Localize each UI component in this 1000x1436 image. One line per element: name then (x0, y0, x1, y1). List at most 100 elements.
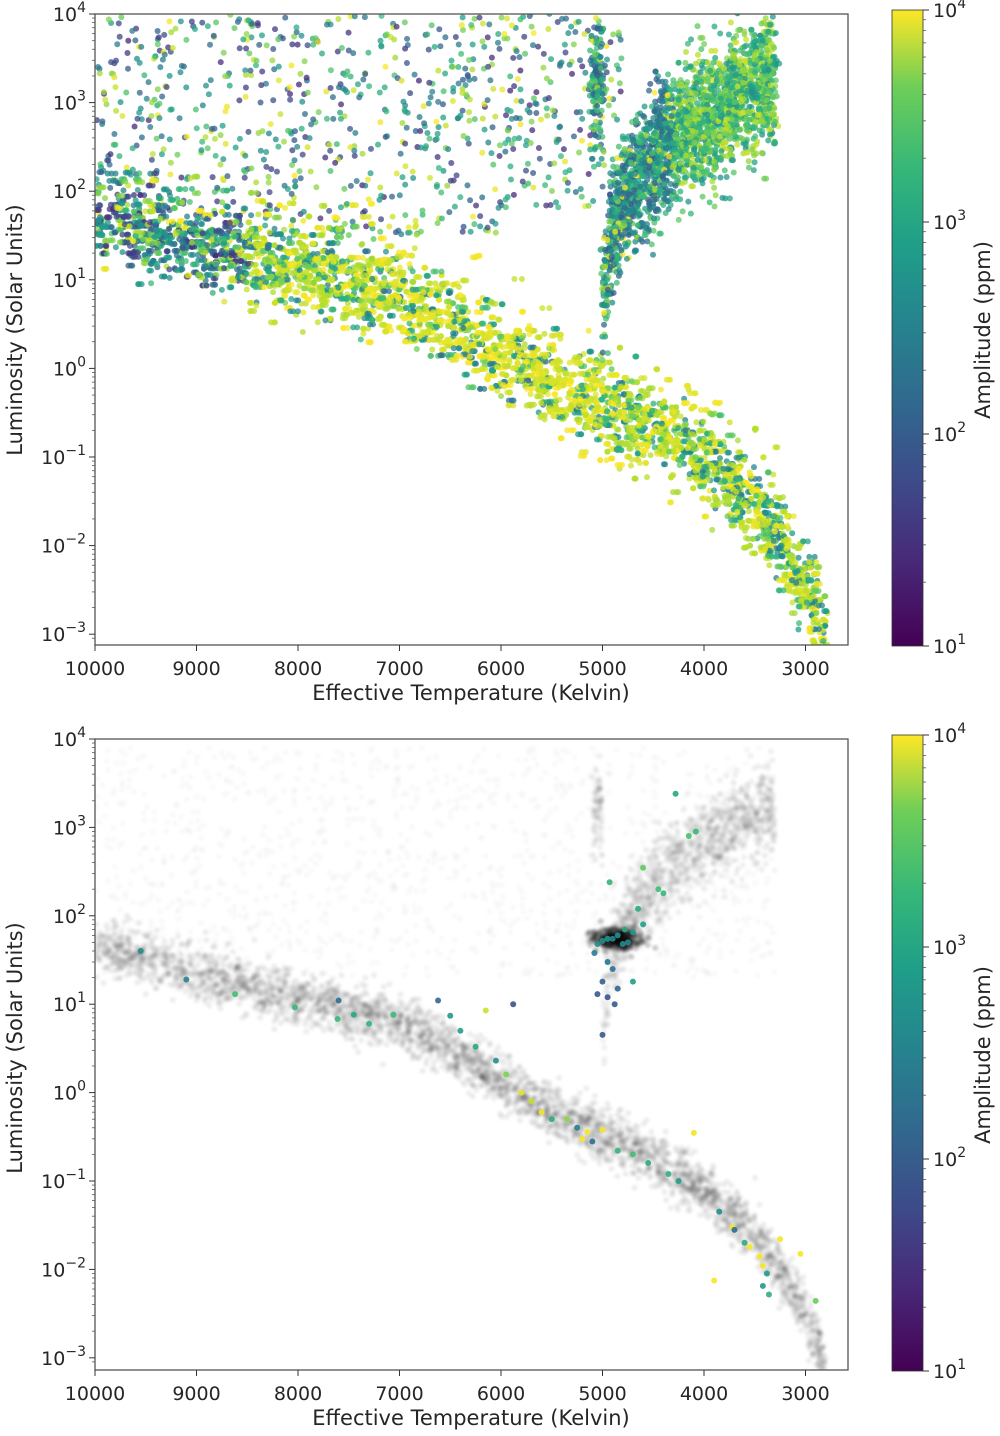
x-tick-label: 5000 (578, 1383, 626, 1405)
highlighted-star (594, 940, 601, 947)
highlighted-star (629, 1151, 636, 1158)
highlighted-star (447, 1012, 454, 1019)
y-tick-label: 10−1 (41, 443, 86, 469)
highlighted-star (548, 1116, 555, 1123)
y-tick-label: 100 (53, 354, 86, 380)
highlighted-star (621, 926, 628, 933)
x-tick-label: 6000 (477, 658, 525, 680)
highlighted-star (685, 832, 692, 839)
highlighted-star (763, 1270, 770, 1277)
highlighted-star (457, 1027, 464, 1034)
top-hr-scatter-plot: 10000 9000 8000 7000 6000 5000 4000 3000 10−310… (3, 0, 995, 705)
highlighted-star (692, 828, 699, 835)
colorbar-label: Amplitude (ppm) (971, 241, 995, 419)
highlighted-star (711, 1277, 718, 1284)
y-tick-label: 104 (53, 0, 86, 26)
highlighted-star (366, 1020, 373, 1027)
highlighted-star (629, 978, 636, 985)
highlighted-star (675, 1178, 682, 1184)
highlighted-star (599, 1031, 606, 1038)
colorbar-label: Amplitude (ppm) (971, 966, 995, 1144)
highlighted-star (672, 790, 679, 797)
x-axis-ticks: 10000 9000 8000 7000 6000 5000 4000 3000 (65, 645, 830, 680)
highlighted-star (599, 937, 606, 944)
highlighted-star (635, 905, 642, 912)
highlighted-star (291, 1004, 298, 1011)
colorbar (891, 9, 924, 647)
highlighted-star (619, 940, 626, 947)
y-axis-label: Luminosity (Solar Units) (3, 922, 27, 1173)
highlighted-star (574, 1124, 581, 1131)
x-axis-label: Effective Temperature (Kelvin) (312, 1406, 629, 1430)
highlighted-star (594, 991, 601, 998)
y-axis-label: Luminosity (Solar Units) (3, 204, 27, 455)
highlighted-star (624, 939, 631, 946)
highlighted-star (579, 1135, 586, 1142)
highlighted-star (614, 1147, 621, 1154)
axes-frame (94, 13, 849, 646)
y-tick-label: 10−2 (41, 532, 86, 558)
highlighted-star (599, 1126, 606, 1133)
colorbar-ticks: 101 102 103 104 (923, 721, 966, 1383)
highlighted-star (589, 1138, 596, 1145)
y-tick-label: 103 (53, 813, 86, 839)
x-tick-label: 8000 (274, 658, 322, 680)
highlighted-star (609, 966, 616, 973)
highlighted-star (812, 1297, 819, 1304)
highlighted-star (137, 947, 144, 954)
highlighted-star (655, 886, 662, 893)
highlighted-star (472, 1043, 479, 1050)
highlighted-star (741, 1239, 748, 1246)
highlighted-star (690, 1129, 697, 1136)
y-tick-label: 10−3 (41, 620, 86, 646)
highlighted-star (350, 1011, 357, 1018)
highlighted-star (528, 1098, 535, 1105)
x-tick-label: 10000 (65, 658, 125, 680)
highlighted-star (232, 991, 239, 998)
highlighted-star (660, 890, 667, 897)
colorbar-tick-label: 103 (933, 208, 966, 234)
y-tick-label: 101 (53, 266, 86, 292)
y-tick-label: 102 (53, 902, 86, 928)
x-tick-label: 9000 (172, 1383, 220, 1405)
highlighted-star (629, 929, 636, 936)
axes-frame (94, 738, 849, 1371)
colorbar-tick-label: 104 (933, 721, 966, 747)
highlighted-star (563, 1116, 570, 1123)
y-tick-label: 101 (53, 990, 86, 1016)
y-tick-label: 102 (53, 177, 86, 203)
highlighted-star (510, 1001, 517, 1008)
highlighted-star (797, 1250, 804, 1257)
highlighted-star (606, 879, 613, 886)
highlighted-star (614, 985, 621, 992)
highlighted-star (759, 1282, 766, 1289)
highlighted-star (538, 1109, 545, 1116)
highlighted-star (591, 949, 598, 956)
highlighted-star (716, 1208, 723, 1215)
highlighted-star (518, 1089, 525, 1096)
colorbar-tick-label: 101 (933, 632, 966, 658)
highlighted-star (765, 1291, 772, 1298)
y-tick-label: 10−1 (41, 1167, 86, 1193)
highlighted-star (614, 932, 621, 939)
highlighted-star (435, 997, 442, 1004)
highlighted-points (137, 790, 819, 1304)
highlighted-star (599, 978, 606, 985)
highlighted-star (777, 1236, 784, 1243)
highlighted-star (746, 1243, 753, 1250)
x-axis-label: Effective Temperature (Kelvin) (312, 681, 629, 705)
x-tick-label: 3000 (781, 658, 829, 680)
x-tick-label: 8000 (274, 1383, 322, 1405)
x-tick-label: 6000 (477, 1383, 525, 1405)
highlighted-star (756, 1253, 763, 1260)
highlighted-star (183, 976, 190, 983)
highlighted-star (759, 1262, 766, 1269)
y-tick-label: 10−3 (41, 1344, 86, 1370)
highlighted-star (665, 1171, 672, 1178)
highlighted-star (482, 1007, 489, 1014)
x-tick-label: 9000 (172, 658, 220, 680)
x-axis-ticks: 10000 9000 8000 7000 6000 5000 4000 3000 (65, 1370, 830, 1405)
highlighted-star (503, 1071, 510, 1078)
x-tick-label: 4000 (680, 658, 728, 680)
top-hr-diagram-panel: 10000 9000 8000 7000 6000 5000 4000 3000 10−3 10… (3, 0, 995, 705)
